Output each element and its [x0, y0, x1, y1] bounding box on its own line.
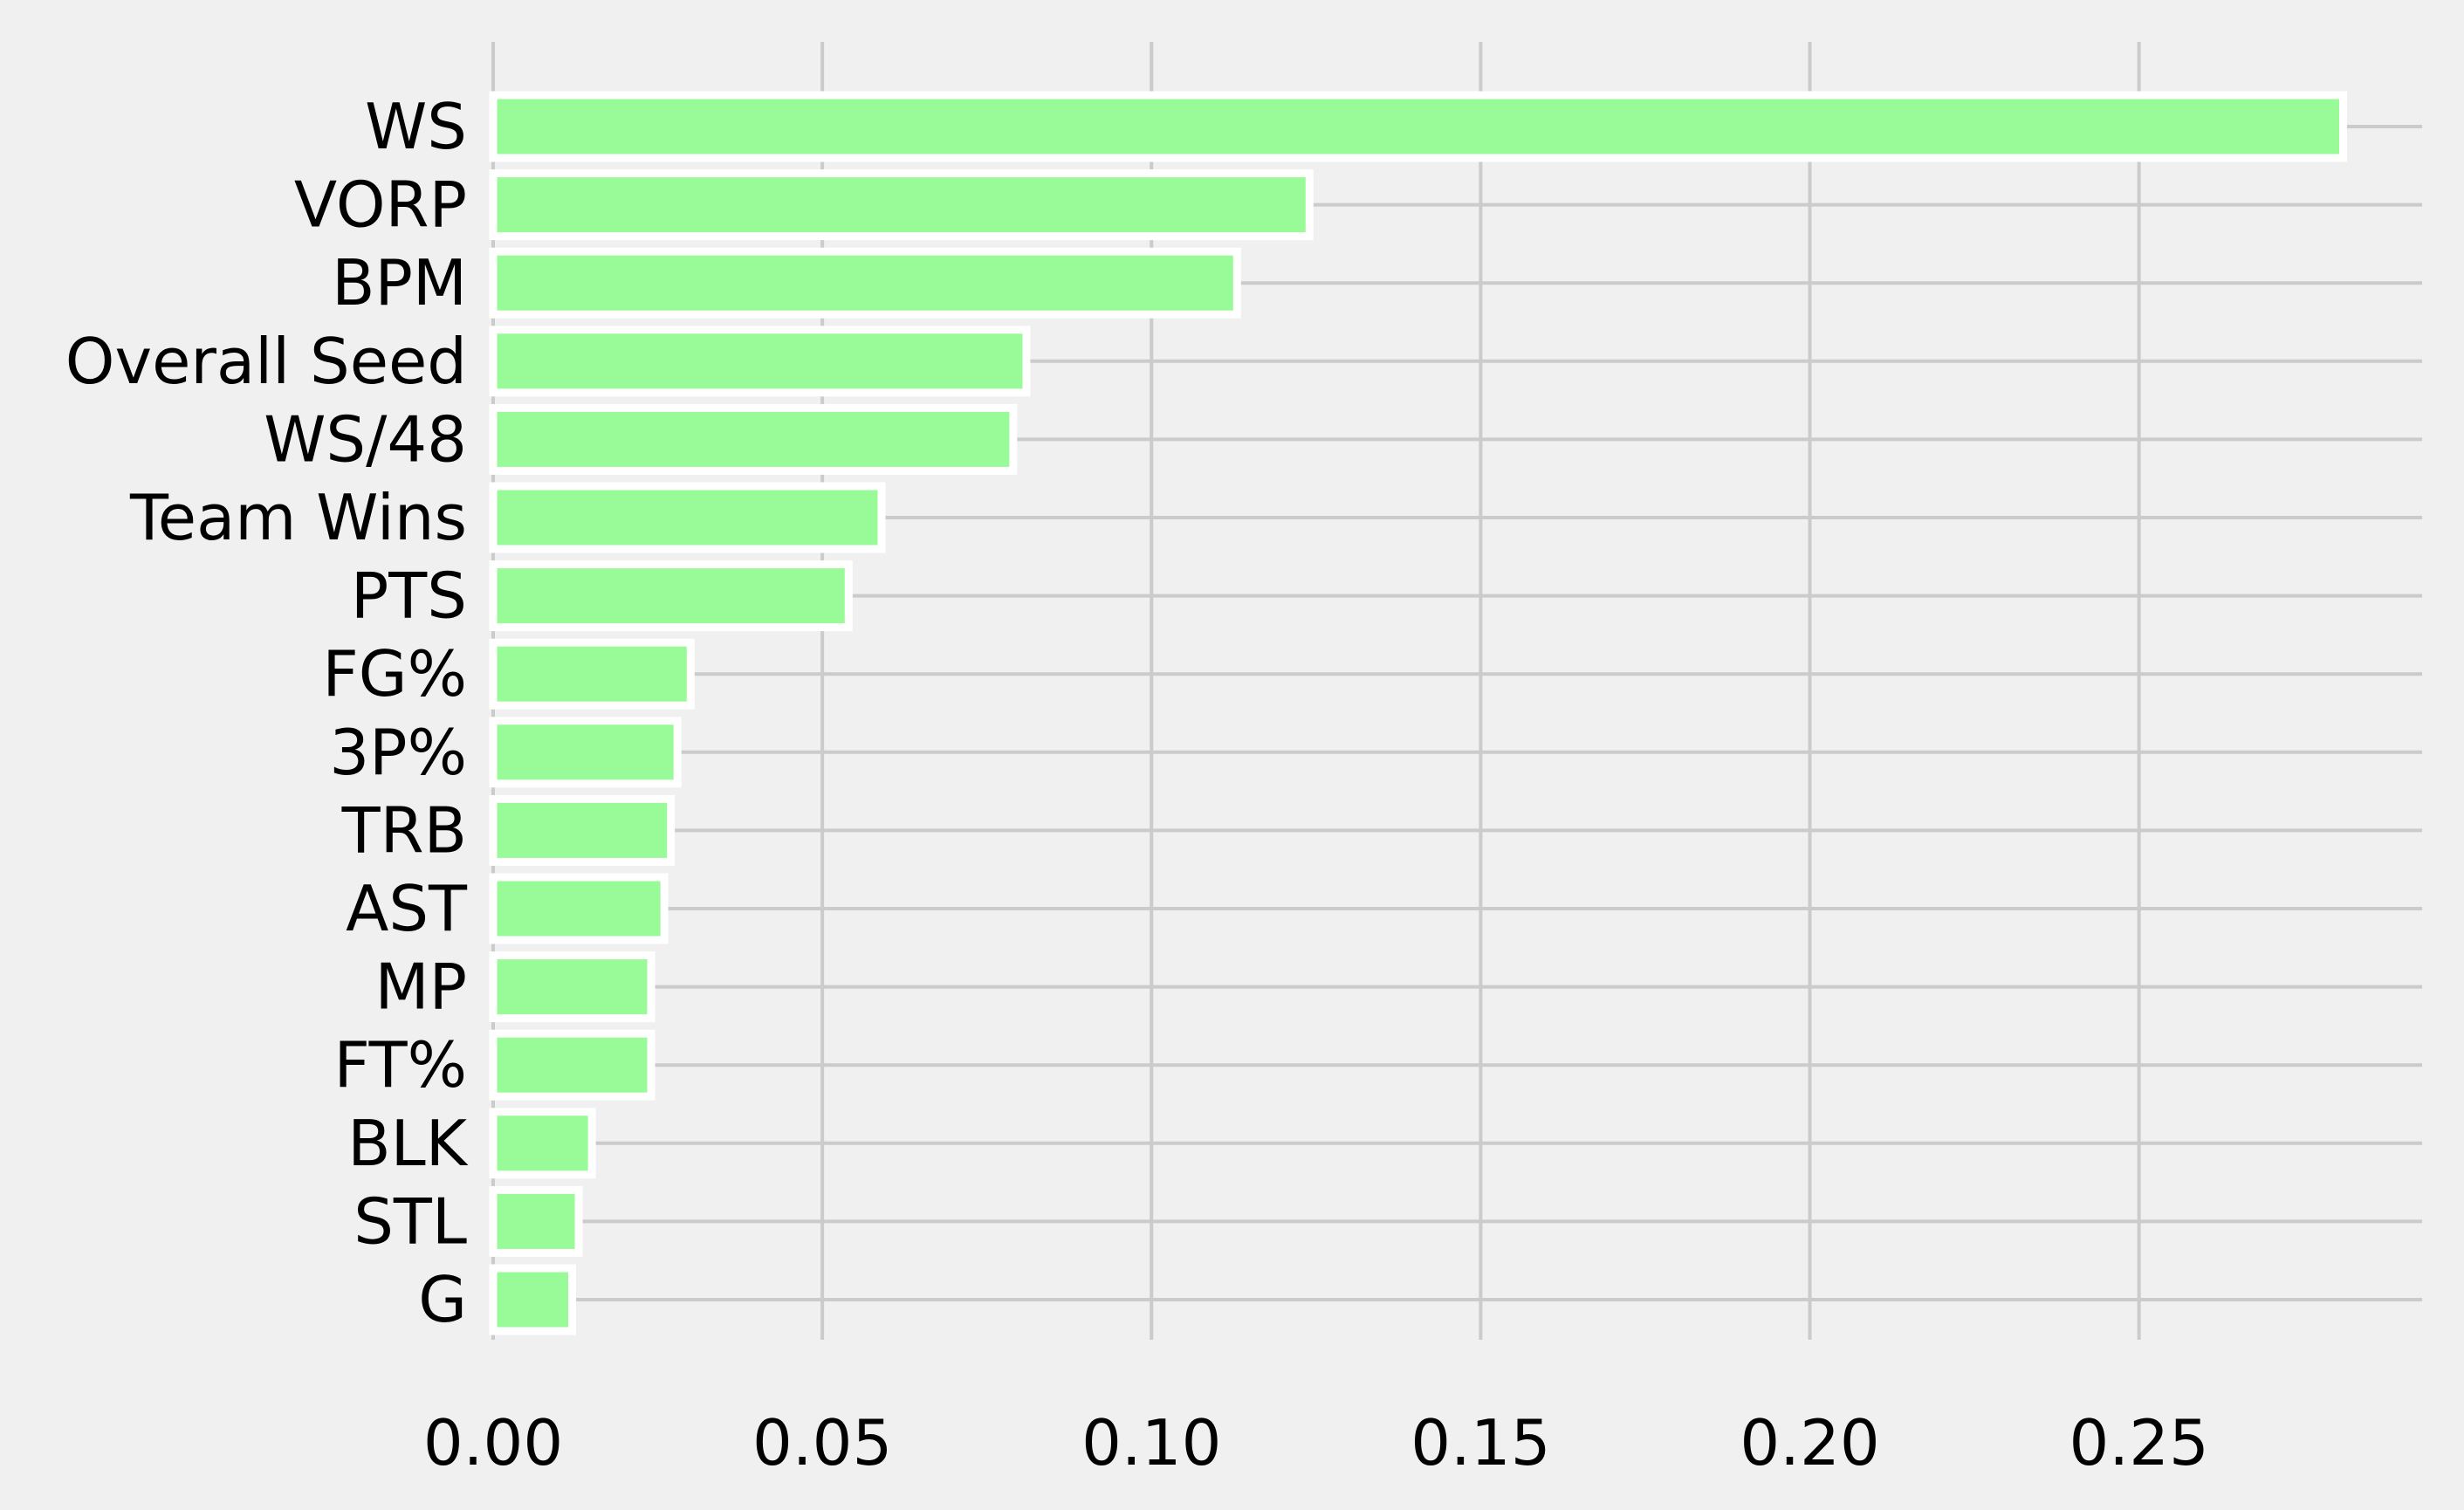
x-tick-label: 0.10	[1081, 1406, 1221, 1479]
y-tick-label: TRB	[341, 793, 467, 867]
bar-vorp	[489, 169, 1314, 241]
y-tick-label: STL	[353, 1184, 467, 1258]
y-tick-label: BPM	[332, 246, 467, 319]
bar-ft-	[489, 1029, 655, 1101]
bar-ws	[489, 91, 2347, 162]
bar-fg-	[489, 638, 695, 710]
x-tick-label: 0.15	[1410, 1406, 1550, 1479]
y-tick-label: 3P%	[329, 716, 467, 789]
y-tick-label: BLK	[347, 1107, 469, 1180]
x-tick-labels: 0.00 0.05 0.10 0.15 0.20 0.25	[423, 1406, 2209, 1479]
y-tick-label: FG%	[322, 637, 467, 710]
y-tick-label: Overall Seed	[65, 325, 467, 398]
x-tick-label: 0.25	[2069, 1406, 2209, 1479]
bar-g	[489, 1264, 577, 1335]
x-tick-label: 0.05	[752, 1406, 892, 1479]
y-tick-label: MP	[374, 951, 467, 1024]
bar-pts	[489, 560, 853, 632]
bars	[489, 91, 2347, 1335]
bar-3p-	[489, 717, 682, 788]
bar-blk	[489, 1108, 596, 1179]
bar-stl	[489, 1185, 583, 1257]
x-tick-label: 0.00	[423, 1406, 563, 1479]
x-tick-label: 0.20	[1740, 1406, 1879, 1479]
bar-trb	[489, 794, 676, 866]
y-tick-label: WS	[365, 90, 467, 163]
y-tick-label: VORP	[294, 168, 467, 242]
y-tick-label: G	[418, 1263, 467, 1336]
bar-ast	[489, 873, 669, 944]
bar-mp	[489, 951, 655, 1023]
y-tick-label: WS/48	[264, 402, 467, 476]
bar-ws-48	[489, 403, 1018, 475]
bar-overall-seed	[489, 326, 1031, 397]
y-tick-label: AST	[346, 872, 468, 945]
bar-team-wins	[489, 482, 886, 553]
bar-bpm	[489, 247, 1241, 319]
y-tick-label: Team Wins	[129, 481, 467, 554]
y-tick-label: FT%	[333, 1028, 467, 1102]
y-tick-label: PTS	[351, 559, 467, 633]
